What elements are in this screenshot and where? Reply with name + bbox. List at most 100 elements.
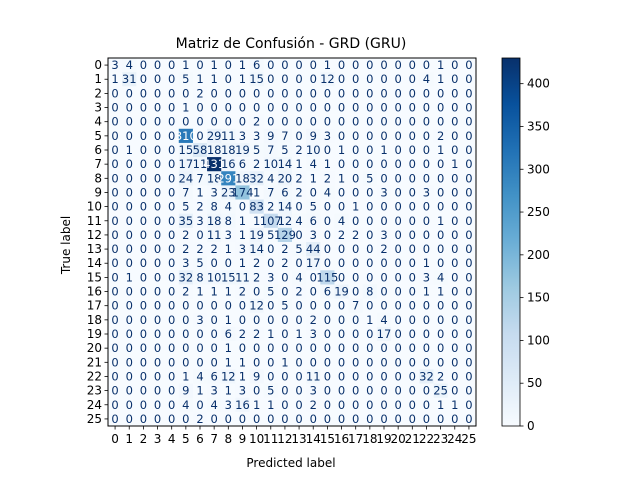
heatmap-cell	[320, 227, 335, 243]
cell-value-label: 0	[295, 86, 302, 100]
heatmap-cell	[178, 185, 194, 200]
cell-value-label: 1	[210, 285, 217, 299]
cell-value-label: 0	[196, 58, 203, 72]
heatmap-cell	[249, 227, 264, 243]
heatmap-cell	[433, 128, 448, 144]
cell-value-label: 0	[324, 228, 331, 242]
heatmap-cell	[419, 284, 434, 299]
cell-value-label: 0	[168, 101, 175, 115]
heatmap-cell	[292, 298, 307, 314]
heatmap-cell	[136, 312, 151, 328]
heatmap-cell	[362, 227, 378, 243]
cell-value-label: 44	[306, 242, 321, 256]
heatmap-cell	[461, 72, 477, 87]
cell-value-label: 0	[465, 58, 472, 72]
cell-value-label: 0	[111, 327, 118, 341]
heatmap-cell	[150, 383, 165, 398]
y-tick-label: 24	[87, 398, 102, 412]
cell-value-label: 0	[239, 341, 246, 355]
cell-value-label: 5	[281, 143, 288, 157]
cell-value-label: 0	[225, 115, 232, 129]
cell-value-label: 6	[281, 185, 288, 199]
heatmap-cell	[263, 227, 279, 243]
heatmap-cell	[306, 355, 321, 370]
heatmap-cell	[447, 58, 463, 73]
cell-value-label: 0	[324, 214, 331, 228]
cell-value-label: 1	[324, 58, 331, 72]
heatmap-cell	[433, 157, 448, 172]
cell-value-label: 0	[267, 341, 274, 355]
heatmap-cell	[320, 397, 335, 413]
cell-value-label: 1	[196, 185, 203, 199]
cell-value-label: 0	[267, 412, 274, 426]
cell-value-label: 0	[366, 369, 373, 383]
heatmap-cell	[207, 58, 222, 73]
heatmap-cell	[108, 157, 123, 172]
cell-value-label: 0	[154, 129, 161, 143]
cell-value-label: 19	[235, 143, 250, 157]
heatmap-cell	[405, 383, 420, 398]
cell-value-label: 0	[352, 101, 359, 115]
cell-value-label: 0	[310, 341, 317, 355]
heatmap-cell	[122, 312, 137, 328]
heatmap-cell	[306, 58, 321, 73]
cell-value-label: 0	[380, 157, 387, 171]
cell-value-label: 0	[366, 299, 373, 313]
heatmap-cell	[108, 341, 123, 356]
cell-value-label: 0	[394, 412, 401, 426]
heatmap-cell	[391, 298, 406, 314]
cell-value-label: 0	[154, 171, 161, 185]
y-tick-label: 8	[94, 171, 102, 185]
heatmap-cell	[207, 72, 222, 87]
heatmap-cell	[136, 341, 151, 356]
heatmap-cell	[122, 397, 137, 413]
cell-value-label: 19	[334, 285, 349, 299]
cell-value-label: 0	[465, 242, 472, 256]
cell-value-label: 0	[140, 157, 147, 171]
cell-value-label: 0	[465, 228, 472, 242]
heatmap-cell	[320, 369, 335, 384]
heatmap-cell	[192, 72, 208, 87]
heatmap-cell	[207, 312, 222, 328]
heatmap-cell	[136, 128, 151, 144]
heatmap-cell	[249, 369, 264, 384]
heatmap-cell	[136, 72, 151, 87]
heatmap-cell	[391, 383, 406, 398]
cell-value-label: 1	[380, 143, 387, 157]
heatmap-cell	[150, 171, 165, 186]
heatmap-cell	[277, 312, 293, 328]
cell-value-label: 10	[263, 157, 278, 171]
cell-value-labels: 3 4 0 0 0 1 0 1 0 1 6 0 0 0 0 1 0 0 0 0 0 0 0 1 0 01 31 0 0 0 5 1 1 0 1 15 0…	[111, 58, 472, 426]
cell-value-label: 0	[324, 101, 331, 115]
cell-value-label: 0	[196, 115, 203, 129]
cell-value-label: 0	[324, 327, 331, 341]
cell-value-label: 0	[451, 200, 458, 214]
heatmap-cell	[108, 284, 123, 299]
heatmap-cell	[178, 72, 194, 87]
heatmap-cell	[150, 298, 165, 314]
cell-value-label: 23	[221, 185, 236, 199]
heatmap-cell	[164, 213, 180, 229]
cell-value-label: 0	[394, 242, 401, 256]
cell-value-label: 0	[295, 129, 302, 143]
cell-value-label: 0	[352, 72, 359, 86]
cell-value-label: 2	[210, 242, 217, 256]
cell-value-label: 1	[182, 58, 189, 72]
heatmap-cell	[221, 256, 236, 271]
x-tick-label: 21	[405, 432, 420, 446]
cell-value-label: 1	[366, 313, 373, 327]
heatmap-cell	[433, 270, 448, 285]
cell-value-label: 0	[295, 299, 302, 313]
cell-value-label: 0	[338, 270, 345, 284]
heatmap-cell	[348, 411, 364, 427]
cell-value-label: 0	[437, 157, 444, 171]
cell-value-label: 0	[394, 299, 401, 313]
heatmap-cell	[136, 256, 151, 271]
heatmap-cell	[178, 298, 194, 314]
heatmap-cell	[263, 397, 279, 413]
cell-value-label: 0	[140, 214, 147, 228]
cell-value-label: 0	[295, 341, 302, 355]
heatmap-cell	[320, 171, 335, 186]
heatmap-cell	[277, 326, 293, 342]
cell-value-label: 0	[225, 72, 232, 86]
